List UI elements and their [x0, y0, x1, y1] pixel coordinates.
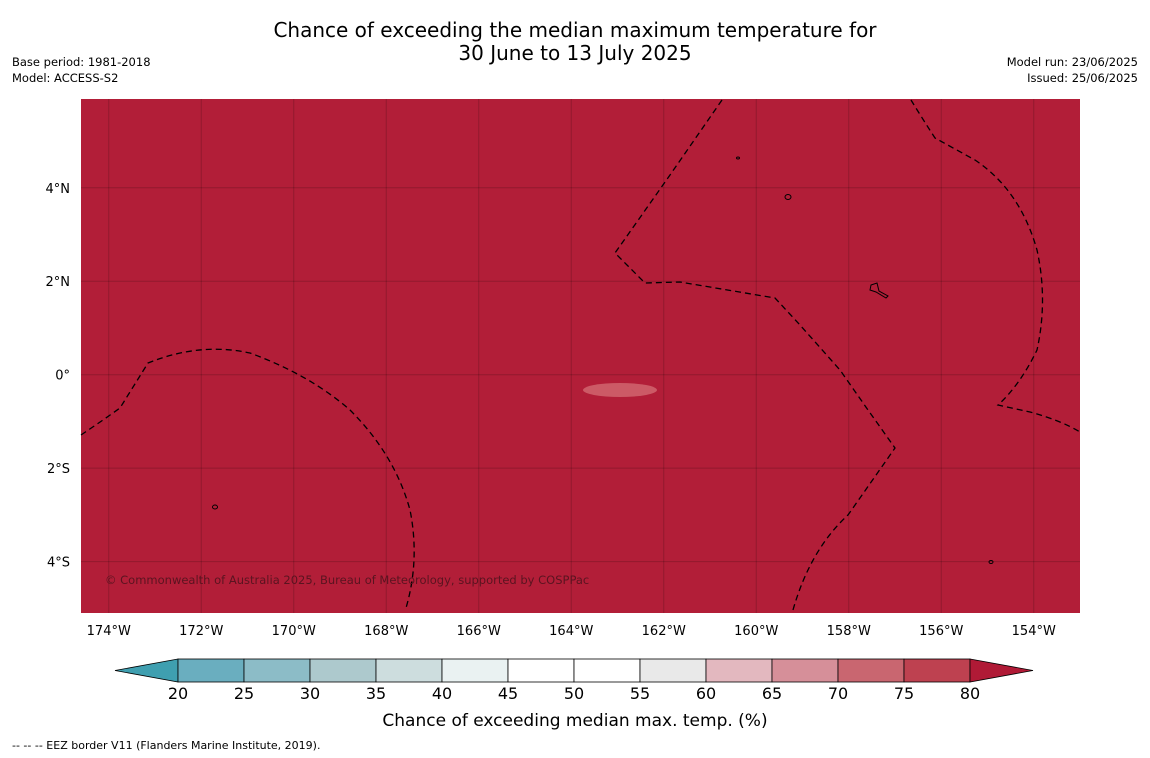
longitude-tick-label: 154°W — [1012, 624, 1056, 639]
colorbar-segment — [639, 658, 707, 683]
colorbar-title: Chance of exceeding median max. temp. (%… — [382, 711, 767, 731]
map-area — [81, 99, 1080, 613]
colorbar-tick-label: 30 — [300, 684, 320, 703]
longitude-tick-label: 172°W — [179, 624, 223, 639]
colorbar-extend-low — [114, 658, 179, 683]
colorbar-segment — [771, 658, 839, 683]
eez-border-east — [910, 99, 1081, 433]
latitude-tick-label: 0° — [55, 369, 70, 384]
colorbar-segment — [441, 658, 509, 683]
colorbar-tick-label: 75 — [894, 684, 914, 703]
map-title-line-1: Chance of exceeding the median maximum t… — [273, 18, 877, 42]
colorbar-extend-high — [969, 658, 1034, 683]
colorbar-tick-label: 35 — [366, 684, 386, 703]
colorbar-segment — [705, 658, 773, 683]
colorbar-tick-label: 55 — [630, 684, 650, 703]
colorbar-tick-label: 80 — [960, 684, 980, 703]
colorbar-segment — [375, 658, 443, 683]
colorbar-tick-label: 65 — [762, 684, 782, 703]
longitude-tick-label: 174°W — [87, 624, 131, 639]
copyright-text: © Commonwealth of Australia 2025, Bureau… — [105, 573, 589, 587]
anomaly-patch — [583, 383, 657, 397]
colorbar-segment — [243, 658, 311, 683]
latitude-tick-label: 4°S — [47, 556, 70, 571]
colorbar-segment — [177, 658, 245, 683]
longitude-tick-label: 168°W — [364, 624, 408, 639]
longitude-tick-label: 160°W — [734, 624, 778, 639]
island — [212, 504, 218, 510]
colorbar-tick-label: 50 — [564, 684, 584, 703]
colorbar-tick-label: 60 — [696, 684, 716, 703]
islands — [212, 156, 994, 564]
colorbar-segment — [507, 658, 575, 683]
colorbar-tick-label: 20 — [168, 684, 188, 703]
eez-border-central — [614, 99, 896, 611]
graticule — [81, 99, 1080, 613]
meta-left: Base period: 1981-2018 Model: ACCESS-S2 — [12, 54, 151, 86]
base-period-text: Base period: 1981-2018 — [12, 55, 151, 69]
latitude-tick-labels: 4°N 2°N 0° 2°S 4°S — [46, 182, 71, 571]
eez-border-west — [80, 348, 415, 609]
model-text: Model: ACCESS-S2 — [12, 71, 119, 85]
colorbar-segment — [903, 658, 971, 683]
meta-right: Model run: 23/06/2025 Issued: 25/06/2025 — [1007, 54, 1138, 86]
colorbar-tick-label: 70 — [828, 684, 848, 703]
colorbar-segment — [573, 658, 641, 683]
longitude-tick-label: 156°W — [919, 624, 963, 639]
longitude-tick-labels: 174°W 172°W 170°W 168°W 166°W 164°W 162°W 160°W… — [87, 624, 1056, 639]
colorbar-tick-label: 40 — [432, 684, 452, 703]
issued-text: Issued: 25/06/2025 — [1027, 71, 1138, 85]
island — [784, 194, 792, 200]
colorbar — [114, 658, 1034, 683]
longitude-tick-label: 164°W — [549, 624, 593, 639]
latitude-tick-label: 4°N — [46, 182, 71, 197]
longitude-tick-label: 158°W — [827, 624, 871, 639]
longitude-tick-label: 166°W — [457, 624, 501, 639]
island — [736, 156, 740, 160]
map-title-line-2: 30 June to 13 July 2025 — [458, 41, 692, 65]
colorbar-segment — [837, 658, 905, 683]
latitude-tick-label: 2°N — [46, 275, 71, 290]
latitude-tick-label: 2°S — [47, 462, 70, 477]
island — [869, 282, 889, 299]
island — [988, 560, 994, 564]
longitude-tick-label: 170°W — [272, 624, 316, 639]
eez-legend-footer: -- -- -- EEZ border V11 (Flanders Marine… — [12, 739, 321, 752]
model-run-text: Model run: 23/06/2025 — [1006, 55, 1138, 69]
colorbar-tick-label: 45 — [498, 684, 518, 703]
colorbar-tick-labels: 20 25 30 35 40 45 50 55 60 65 70 75 80 — [168, 684, 980, 703]
colorbar-segment — [309, 658, 377, 683]
colorbar-tick-label: 25 — [234, 684, 254, 703]
eez-borders — [80, 99, 1081, 611]
longitude-tick-label: 162°W — [642, 624, 686, 639]
